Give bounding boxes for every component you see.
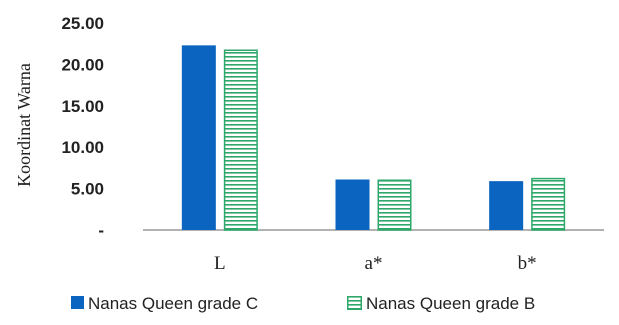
legend-label-grade-c: Nanas Queen grade C	[88, 294, 258, 313]
x-tick-label: b*	[518, 253, 537, 274]
bar-grade-b-0	[223, 49, 258, 231]
y-tick-label: 5.00	[71, 180, 104, 199]
bar-grade-b-2	[531, 177, 566, 231]
y-tick-label: 15.00	[61, 97, 104, 116]
legend-swatch-grade-b	[347, 296, 362, 310]
legend-label-grade-b: Nanas Queen grade B	[366, 294, 535, 313]
x-tick-label: L	[214, 253, 226, 274]
y-axis-label: Koordinat Warna	[14, 63, 34, 187]
bar-grade-c-1	[335, 179, 370, 230]
y-tick-label: -	[98, 221, 104, 240]
bar-grade-c-0	[181, 45, 216, 230]
y-tick-label: 25.00	[61, 14, 104, 33]
bar-grade-b-1	[377, 179, 412, 231]
bar-grade-c-2	[489, 181, 524, 230]
legend-swatch-grade-c	[71, 296, 84, 309]
y-tick-label: 20.00	[61, 55, 104, 74]
x-tick-label: a*	[365, 253, 383, 274]
y-tick-label: 10.00	[61, 138, 104, 157]
